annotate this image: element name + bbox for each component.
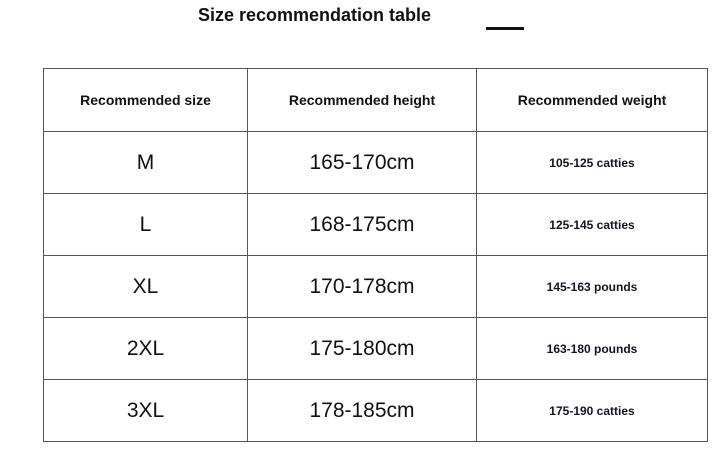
cell-weight: 105-125 catties <box>476 131 708 194</box>
header-size: Recommended size <box>43 68 248 132</box>
table-row: L 168-175cm 125-145 catties <box>43 193 708 256</box>
cell-size: XL <box>43 255 248 318</box>
cell-size: M <box>43 131 248 194</box>
cell-height: 168-175cm <box>247 193 477 256</box>
cell-height: 175-180cm <box>247 317 477 380</box>
cell-height: 165-170cm <box>247 131 477 194</box>
cell-size: 3XL <box>43 379 248 442</box>
page-title: Size recommendation table <box>198 5 432 25</box>
size-table: Recommended size Recommended height Reco… <box>43 68 708 442</box>
cell-weight: 175-190 catties <box>476 379 708 442</box>
table-row: XL 170-178cm 145-163 pounds <box>43 255 708 318</box>
table-row: 2XL 175-180cm 163-180 pounds <box>43 317 708 380</box>
cell-weight: 125-145 catties <box>476 193 708 256</box>
cell-weight: 145-163 pounds <box>476 255 708 318</box>
table-row: 3XL 178-185cm 175-190 catties <box>43 379 708 442</box>
table-row: M 165-170cm 105-125 catties <box>43 131 708 194</box>
table-header-row: Recommended size Recommended height Reco… <box>43 68 708 132</box>
cell-weight: 163-180 pounds <box>476 317 708 380</box>
cell-size: 2XL <box>43 317 248 380</box>
title-dash-divider <box>486 27 524 30</box>
header-height: Recommended height <box>247 68 477 132</box>
header-weight: Recommended weight <box>476 68 708 132</box>
cell-size: L <box>43 193 248 256</box>
cell-height: 170-178cm <box>247 255 477 318</box>
cell-height: 178-185cm <box>247 379 477 442</box>
